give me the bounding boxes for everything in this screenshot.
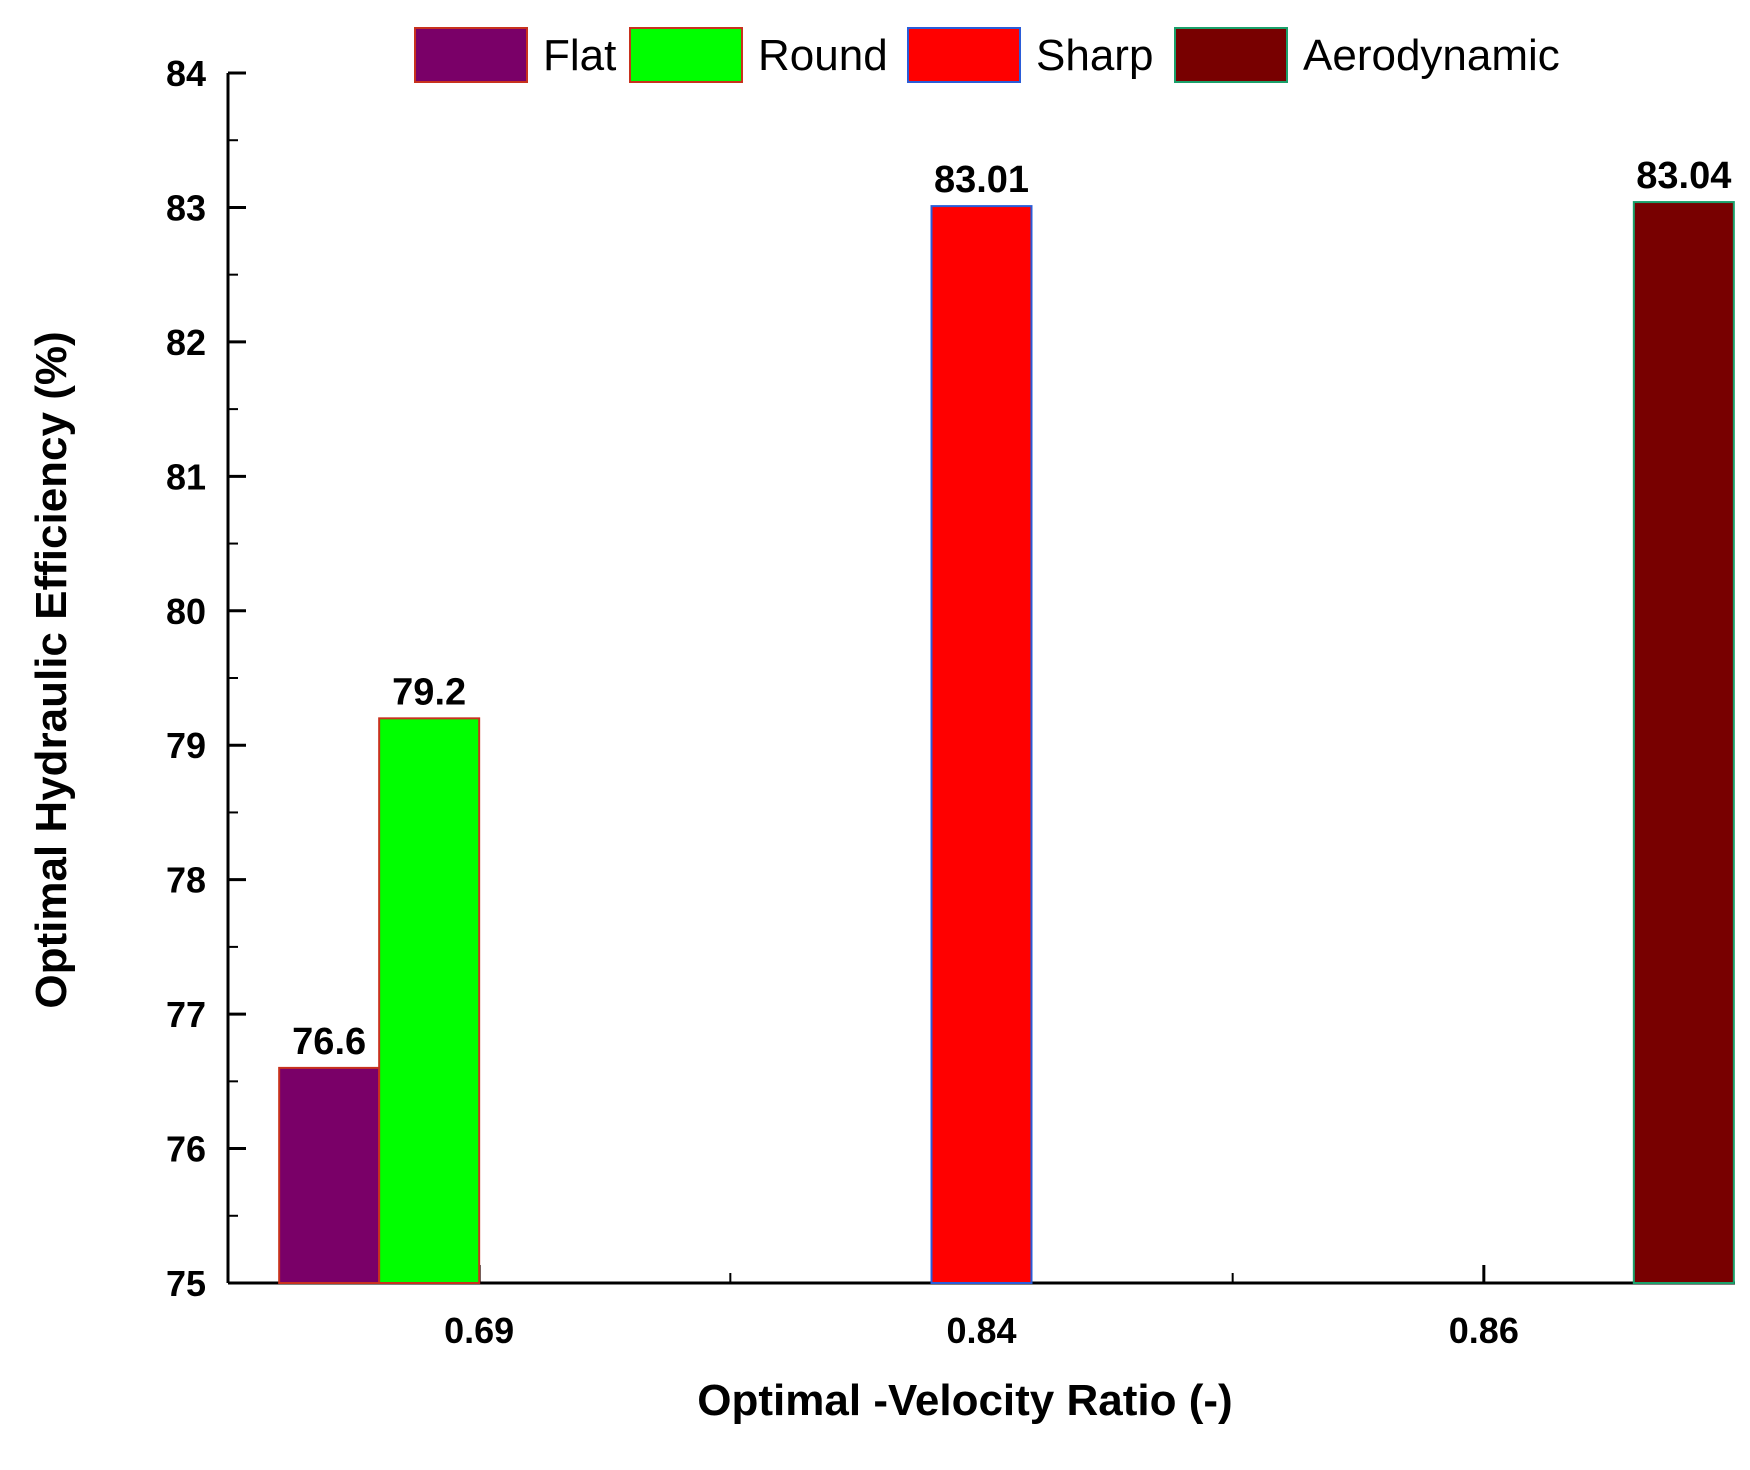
- y-tick-label: 83: [166, 187, 206, 228]
- y-tick-label: 80: [166, 591, 206, 632]
- y-tick-label: 78: [166, 860, 206, 901]
- legend-label-round: Round: [758, 31, 888, 80]
- y-tick-label: 81: [166, 456, 206, 497]
- y-tick-label: 76: [166, 1129, 206, 1170]
- legend-swatch-aerodynamic: [1174, 27, 1288, 83]
- legend-label-aerodynamic: Aerodynamic: [1303, 31, 1560, 80]
- y-tick-label: 84: [166, 53, 206, 94]
- y-tick-label: 77: [166, 994, 206, 1035]
- legend-swatch-round: [629, 27, 743, 83]
- legend-label-flat: Flat: [543, 31, 616, 80]
- x-tick-label: 0.86: [1449, 1310, 1519, 1351]
- legend-label-sharp: Sharp: [1036, 31, 1153, 80]
- data-label-sharp: 83.01: [934, 159, 1029, 201]
- y-axis-title: Optimal Hydraulic Efficiency (%): [27, 331, 76, 1008]
- bar-round: [378, 717, 481, 1284]
- legend-swatch-flat: [414, 27, 528, 83]
- bar-flat: [278, 1066, 381, 1285]
- legend: Flat Round Sharp Aerodynamic: [414, 27, 1560, 83]
- x-axis-title: Optimal -Velocity Ratio (-): [697, 1376, 1232, 1425]
- x-tick-label: 0.84: [946, 1310, 1016, 1351]
- bars: [278, 201, 1735, 1285]
- y-tick-label: 82: [166, 322, 206, 363]
- data-label-round: 79.2: [392, 671, 466, 713]
- legend-swatch-sharp: [907, 27, 1021, 83]
- y-tick-label: 75: [166, 1263, 206, 1304]
- data-label-aerodynamic: 83.04: [1636, 155, 1731, 197]
- data-label-flat: 76.6: [292, 1021, 366, 1063]
- bar-sharp: [930, 205, 1033, 1285]
- bar-aerodynamic: [1632, 201, 1735, 1285]
- data-labels: 76.6 79.2 83.01 83.04: [292, 155, 1731, 1063]
- x-tick-label: 0.69: [444, 1310, 514, 1351]
- y-tick-label: 79: [166, 725, 206, 766]
